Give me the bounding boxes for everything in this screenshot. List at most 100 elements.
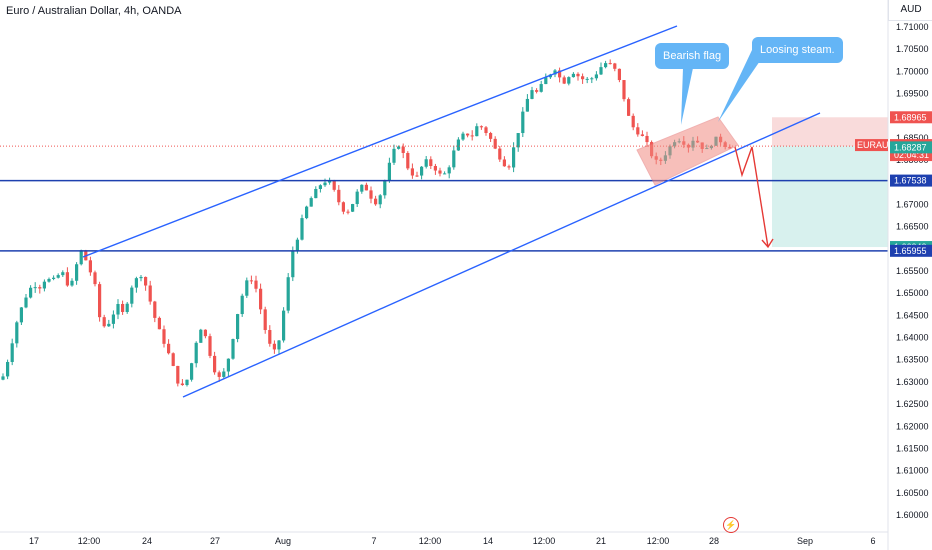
candle-body [424, 159, 428, 167]
candle-body [576, 73, 580, 77]
candle-body [553, 70, 557, 75]
time-tick-label: 7 [371, 536, 376, 546]
position-zones [772, 117, 888, 248]
candle-body [447, 167, 451, 174]
candle-body [466, 133, 470, 136]
candle-body [401, 146, 405, 153]
candle-body [516, 133, 520, 148]
symbol-tag-label: EURAUD [857, 140, 896, 150]
candle-body [70, 280, 74, 286]
time-tick-label: 17 [29, 536, 39, 546]
candle-body [558, 70, 562, 78]
channel-upper-line [82, 25, 678, 258]
price-tag-bg [890, 244, 932, 257]
channel-lower-line [182, 112, 821, 398]
time-tick-label: 21 [596, 536, 606, 546]
price-tag: 1.67538 [890, 174, 932, 187]
candle-body [10, 343, 14, 362]
candle-body [544, 77, 548, 85]
price-tick-label: 1.63000 [896, 377, 929, 387]
candle-body [567, 77, 571, 84]
price-tick-label: 1.64500 [896, 310, 929, 320]
price-tick-label: 1.60500 [896, 488, 929, 498]
price-tag-label: 1.68965 [894, 112, 927, 122]
candle-body [157, 317, 161, 330]
price-tick-label: 1.60000 [896, 510, 929, 520]
lightning-icon[interactable]: ⚡ [723, 517, 739, 533]
candle-body [332, 180, 336, 190]
candle-body [130, 287, 134, 304]
candle-body [199, 329, 203, 343]
loosing-steam-pointer [718, 50, 762, 122]
candle-body [594, 74, 598, 79]
price-tag-bg [890, 174, 932, 187]
candle-body [640, 134, 644, 136]
candle-body [42, 281, 46, 289]
candle-body [599, 67, 603, 75]
time-tick-label: 12:00 [647, 536, 670, 546]
price-tick-label: 1.62500 [896, 399, 929, 409]
take-profit-zone [772, 146, 888, 248]
time-tick-label: 27 [210, 536, 220, 546]
candle-body [604, 63, 608, 68]
candle-body [392, 148, 396, 163]
candle-body [323, 182, 327, 186]
candle-body [148, 285, 152, 302]
candle-body [24, 297, 28, 308]
candle-body [1, 376, 5, 380]
candle-body [153, 301, 157, 318]
time-tick-label: 14 [483, 536, 493, 546]
candle-body [521, 111, 525, 134]
candle-body [470, 135, 474, 137]
candle-body [107, 323, 111, 327]
candle-body [15, 322, 19, 344]
candle-body [530, 90, 534, 99]
candle-body [406, 152, 410, 169]
candle-body [56, 275, 60, 278]
candle-body [203, 329, 207, 337]
candle-body [475, 126, 479, 137]
candle-body [369, 190, 373, 199]
candle-body [102, 317, 106, 327]
candle-body [590, 78, 594, 80]
candle-body [75, 264, 79, 281]
bearish-flag-callout: Bearish flag [655, 43, 730, 69]
candle-body [185, 379, 189, 386]
candle-body [259, 288, 263, 310]
candle-body [139, 276, 143, 279]
time-tick-label: 12:00 [533, 536, 556, 546]
countdown-label: 02:04:31 [894, 150, 929, 160]
candle-body [291, 251, 295, 278]
time-tick-label: Sep [797, 536, 813, 546]
price-tag-label: 1.67538 [894, 176, 927, 186]
candle-body [617, 68, 621, 81]
candle-body [61, 272, 65, 276]
candle-body [300, 218, 304, 240]
candle-body [627, 99, 631, 116]
candle-body [268, 330, 272, 344]
candle-body [502, 159, 506, 167]
candle-body [88, 260, 92, 273]
candle-body [456, 139, 460, 151]
time-tick-label: 24 [142, 536, 152, 546]
candle-body [535, 90, 539, 92]
candle-body [525, 98, 529, 112]
drawings [0, 25, 888, 398]
candle-body [254, 280, 258, 289]
candle-body [337, 189, 341, 203]
currency-label[interactable]: AUD [888, 0, 932, 21]
candle-body [167, 343, 171, 354]
price-tag: 1.65955 [890, 244, 932, 257]
candle-body [121, 303, 125, 312]
candle-body [415, 175, 419, 177]
candle-body [341, 202, 345, 212]
candle-body [479, 126, 483, 128]
candle-body [52, 277, 56, 279]
candle-body [364, 184, 368, 191]
candle-body [622, 80, 626, 100]
price-axis: 1.710001.705001.700001.695001.690001.685… [855, 0, 932, 550]
price-tag-bg [890, 111, 932, 124]
candle-body [539, 84, 543, 92]
price-tick-label: 1.61500 [896, 443, 929, 453]
